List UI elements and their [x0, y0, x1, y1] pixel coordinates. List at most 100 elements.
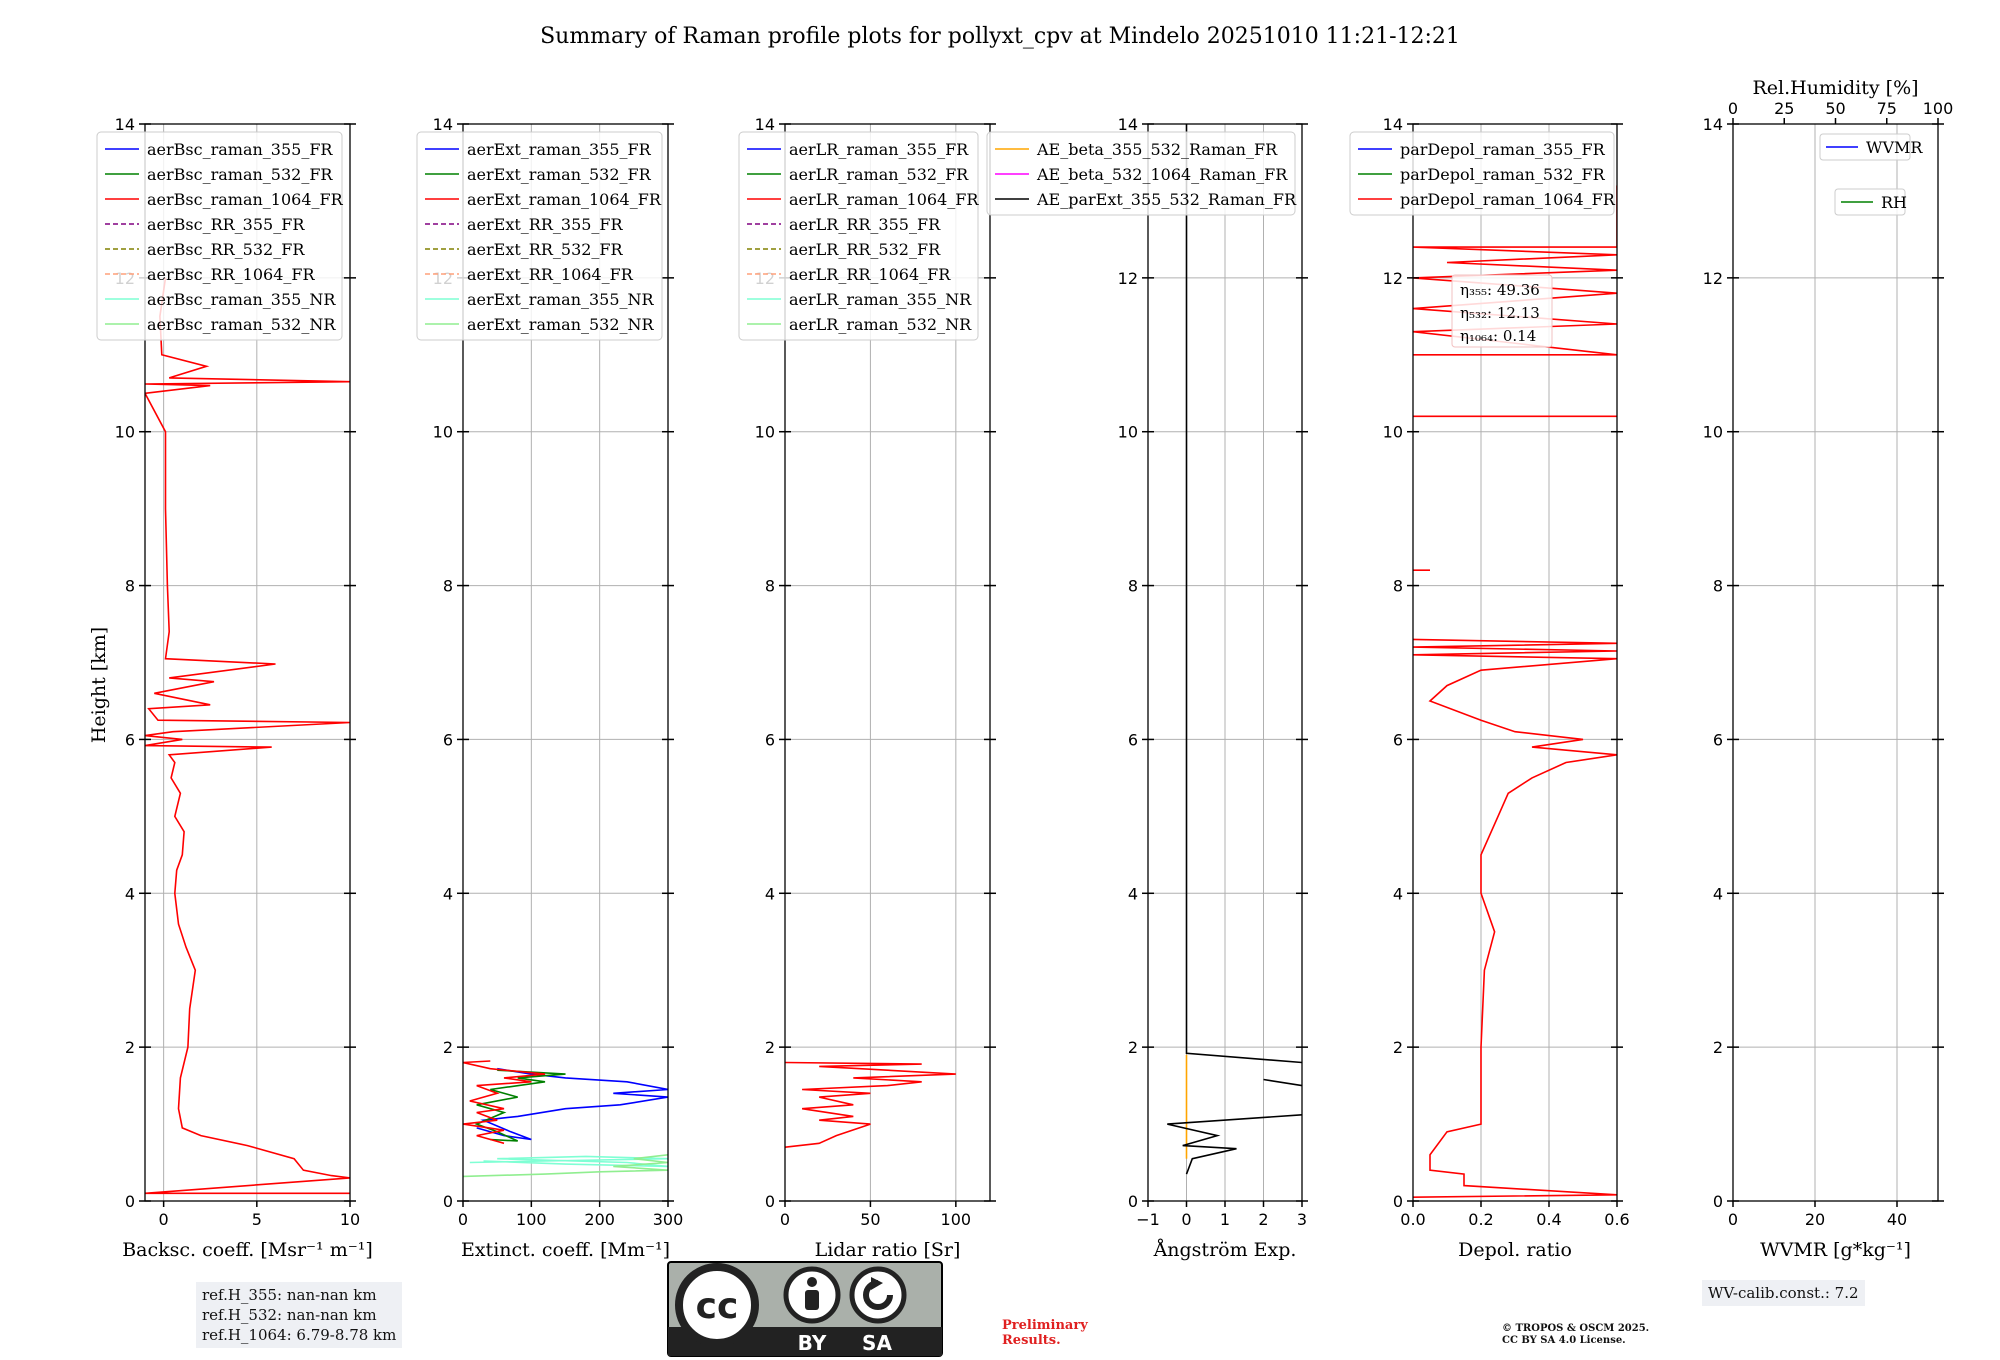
- y-tick-label: 4: [765, 884, 775, 903]
- x-axis-label: Lidar ratio [Sr]: [815, 1239, 961, 1261]
- panel-lidar_ratio: 02468101214050100Lidar ratio [Sr]aerLR_r…: [738, 115, 996, 1261]
- copyright-note: © TROPOS & OSCM 2025. CC BY SA 4.0 Licen…: [1502, 1323, 1649, 1347]
- top-x-tick-label: 25: [1774, 99, 1794, 118]
- reference-heights-box: ref.H_355: nan-nan km ref.H_532: nan-nan…: [196, 1282, 403, 1348]
- x-tick-label: 0.2: [1468, 1210, 1493, 1229]
- y-tick-label: 0: [443, 1192, 453, 1211]
- y-tick-label: 0: [1393, 1192, 1403, 1211]
- legend-entry: aerBsc_raman_355_NR: [147, 290, 336, 309]
- y-tick-label: 8: [125, 577, 135, 596]
- x-axis-label: Backsc. coeff. [Msr⁻¹ m⁻¹]: [122, 1239, 373, 1261]
- legend-entry: aerExt_RR_355_FR: [467, 215, 624, 234]
- legend-entry: aerLR_RR_355_FR: [789, 215, 941, 234]
- legend-entry: AE_parExt_355_532_Raman_FR: [1036, 190, 1297, 209]
- y-tick-label: 14: [433, 115, 453, 134]
- y-tick-label: 2: [765, 1038, 775, 1057]
- series-AE_parExt_355_532_Raman_FR: [1167, 1114, 1302, 1175]
- legend-entry: aerLR_raman_532_NR: [789, 315, 972, 334]
- x-tick-label: 1: [1220, 1210, 1230, 1229]
- legend-entry: aerBsc_RR_532_FR: [147, 240, 305, 259]
- y-tick-label: 12: [1118, 269, 1138, 288]
- y-tick-label: 12: [1383, 269, 1403, 288]
- legend-entry: aerLR_RR_532_FR: [789, 240, 941, 259]
- legend-entry: aerExt_raman_1064_FR: [467, 190, 662, 209]
- x-tick-label: 50: [860, 1210, 880, 1229]
- series-AE_parExt_355_532_Raman_FR_b: [1263, 1078, 1302, 1087]
- legend-entry: aerBsc_raman_532_NR: [147, 315, 336, 334]
- x-tick-label: −1: [1136, 1210, 1160, 1229]
- x-tick-label: 5: [252, 1210, 262, 1229]
- copyright-line-1: © TROPOS & OSCM 2025.: [1502, 1323, 1650, 1334]
- y-tick-label: 6: [765, 730, 775, 749]
- y-tick-label: 0: [125, 1192, 135, 1211]
- y-tick-label: 4: [1128, 884, 1138, 903]
- series-aerExt_raman_1064_FR: [463, 1060, 546, 1145]
- preliminary-results-note: Preliminary Results.: [1002, 1318, 1088, 1348]
- top-x-tick-label: 100: [1923, 99, 1954, 118]
- top-x-axis-label: Rel.Humidity [%]: [1752, 77, 1918, 99]
- x-tick-label: 3: [1297, 1210, 1307, 1229]
- legend-entry: parDepol_raman_355_FR: [1400, 140, 1606, 159]
- y-tick-label: 4: [443, 884, 453, 903]
- y-tick-label: 10: [1383, 423, 1403, 442]
- y-tick-label: 0: [1128, 1192, 1138, 1211]
- x-tick-label: 0: [1728, 1210, 1738, 1229]
- top-x-tick-label: 50: [1825, 99, 1845, 118]
- legend-entry: aerExt_RR_532_FR: [467, 240, 624, 259]
- legend-RH: RH: [1834, 188, 1907, 216]
- legend-entry: aerExt_raman_532_FR: [467, 165, 652, 184]
- top-x-tick-label: 0: [1728, 99, 1738, 118]
- series-aerExt_raman_355_NR: [469, 1155, 668, 1168]
- y-tick-label: 2: [1128, 1038, 1138, 1057]
- panel-backscatter: 024681012140510Backsc. coeff. [Msr⁻¹ m⁻¹…: [96, 115, 373, 1261]
- legend-angstrom: AE_beta_355_532_Raman_FR AE_beta_532_1064…: [986, 131, 1297, 216]
- x-tick-label: 20: [1805, 1210, 1825, 1229]
- legend-entry: parDepol_raman_532_FR: [1400, 165, 1606, 184]
- legend-entry: aerLR_raman_355_NR: [789, 290, 972, 309]
- legend-entry: AE_beta_355_532_Raman_FR: [1036, 140, 1278, 159]
- plot-panels: 024681012140510Backsc. coeff. [Msr⁻¹ m⁻¹…: [96, 77, 1954, 1261]
- x-tick-label: 300: [653, 1210, 684, 1229]
- preliminary-line-2: Results.: [1002, 1333, 1061, 1348]
- axes-frame: [1732, 123, 1939, 1202]
- x-tick-label: 0.4: [1536, 1210, 1561, 1229]
- x-tick-label: 100: [941, 1210, 972, 1229]
- x-tick-label: 0: [458, 1210, 468, 1229]
- y-tick-label: 8: [443, 577, 453, 596]
- y-tick-label: 0: [1713, 1192, 1723, 1211]
- y-axis-label: Height [km]: [88, 627, 110, 743]
- by-label: BY: [798, 1331, 827, 1355]
- eta-annotation: η₁₀₆₄: 0.14: [1460, 327, 1536, 345]
- series-parDepol_raman_1064_FR_d: [1413, 185, 1617, 356]
- y-tick-label: 6: [1393, 730, 1403, 749]
- cc-license-badge[interactable]: cc BY SA: [667, 1261, 943, 1357]
- series-aerExt_raman_355_FR: [476, 1067, 668, 1141]
- legend-WVMR: WVMR: [1819, 133, 1923, 161]
- cc-icon: [675, 1263, 759, 1347]
- series-aerExt_raman_532_FR: [474, 1069, 566, 1142]
- legend-extinction: aerExt_raman_355_FR aerExt_raman_532_FRae…: [416, 131, 663, 341]
- legend-entry: aerLR_raman_355_FR: [789, 140, 969, 159]
- legend-entry: AE_beta_532_1064_Raman_FR: [1036, 165, 1288, 184]
- y-tick-label: 6: [1128, 730, 1138, 749]
- y-tick-label: 14: [1383, 115, 1403, 134]
- svg-text:WVMR: WVMR: [1866, 138, 1923, 157]
- legend-entry: aerLR_raman_532_FR: [789, 165, 969, 184]
- panel-depol: 0 2 4 6 8 10 12 14 0.0 0.2 0.4 0.6 Depol. ratio parDe…: [1349, 115, 1630, 1261]
- y-tick-label: 14: [1118, 115, 1138, 134]
- y-tick-label: 4: [1393, 884, 1403, 903]
- copyright-line-2: CC BY SA 4.0 License.: [1502, 1335, 1626, 1346]
- y-tick-label: 2: [1713, 1038, 1723, 1057]
- axes-frame: [462, 123, 669, 1202]
- legend-entry: aerExt_raman_355_FR: [467, 140, 652, 159]
- y-tick-label: 12: [1703, 269, 1723, 288]
- axes-frame: [784, 123, 991, 1202]
- preliminary-line-1: Preliminary: [1002, 1318, 1088, 1333]
- sa-share-icon: [849, 1266, 907, 1324]
- legend-entry: aerBsc_raman_532_FR: [147, 165, 333, 184]
- sa-label: SA: [862, 1331, 892, 1355]
- x-tick-label: 0: [780, 1210, 790, 1229]
- y-tick-label: 10: [115, 423, 135, 442]
